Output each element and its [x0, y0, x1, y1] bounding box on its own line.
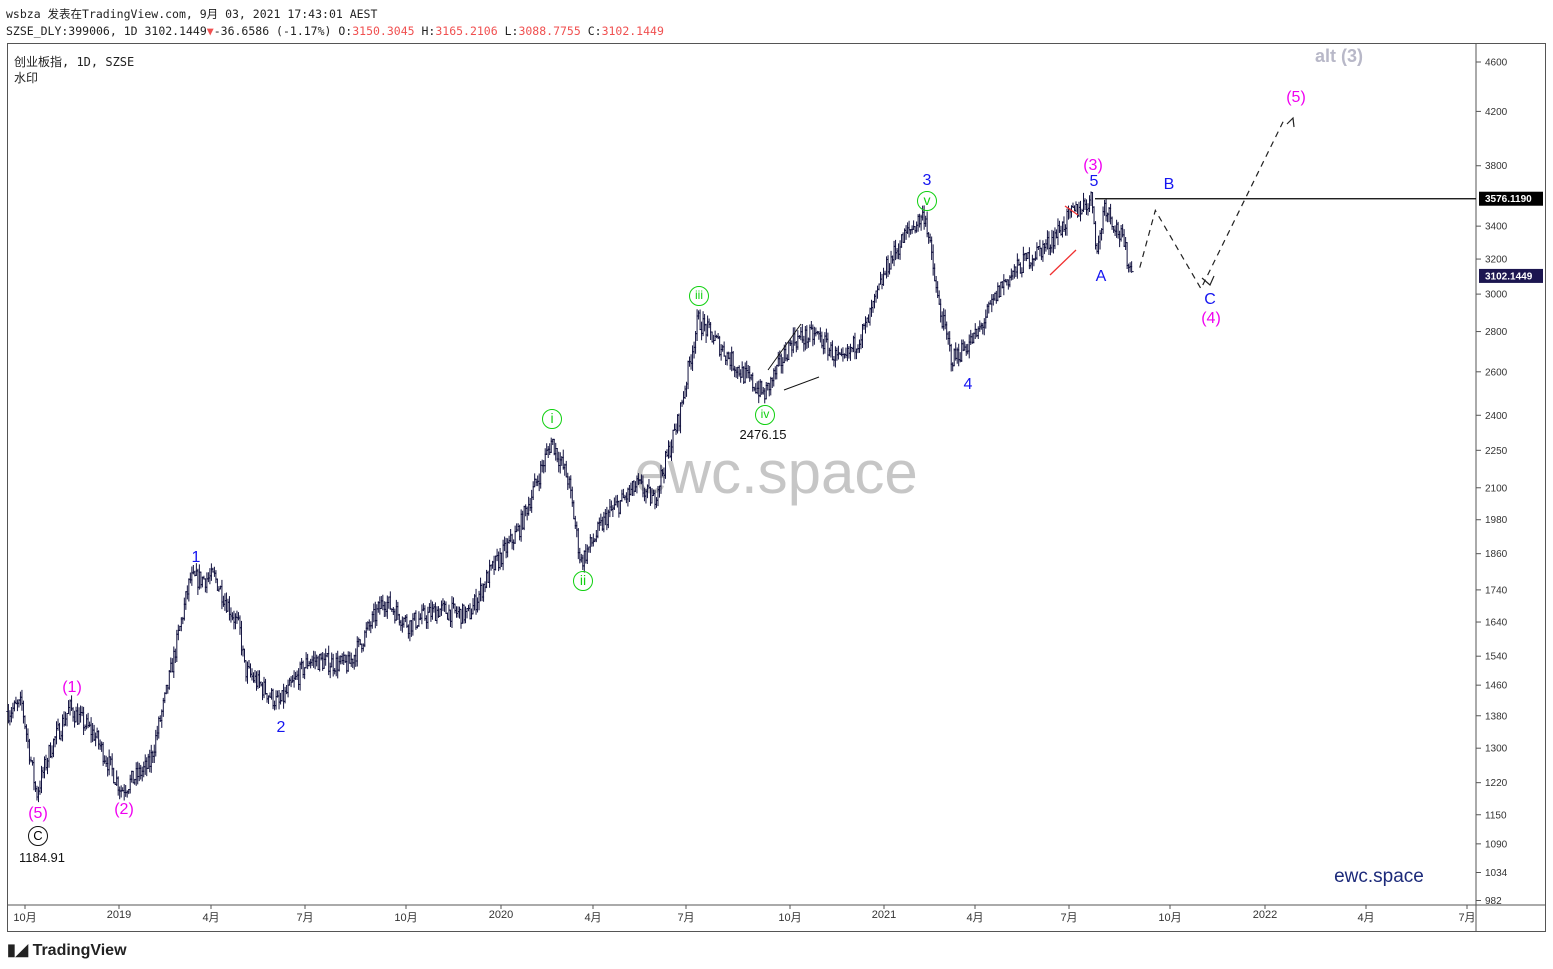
low-value: 3088.7755: [518, 24, 581, 38]
y-tick-label: 1540: [1485, 652, 1508, 663]
x-tick-label: 10月: [1158, 912, 1182, 924]
wave-label-2: 2: [276, 719, 286, 736]
down-arrow-icon: ▼: [206, 24, 214, 38]
x-tick-label: 10月: [394, 912, 418, 924]
ohlc-bar: [1129, 261, 1134, 273]
x-tick-label: 10月: [13, 912, 37, 924]
alt-label: alt (3): [1314, 46, 1364, 66]
wave-label-3: 3: [922, 172, 932, 189]
publish-info: wsbza 发表在TradingView.com, 9月 03, 2021 17…: [6, 7, 378, 21]
y-tick-label: 3800: [1485, 161, 1508, 172]
chart-legend: 创业板指, 1D, SZSE 水印: [14, 54, 134, 86]
red-wedge-lower: [1049, 249, 1077, 276]
y-tick-label: 1640: [1485, 618, 1508, 629]
legend-sub: 水印: [14, 71, 39, 85]
x-tick-label: 10月: [778, 912, 802, 924]
y-tick-label: 1460: [1485, 681, 1508, 692]
y-tick-label: 1150: [1485, 810, 1507, 821]
y-tick-label: 1300: [1485, 744, 1508, 755]
wave-label-v: v: [917, 191, 937, 211]
symbol-info: SZSE_DLY:399006, 1D 3102.1449: [6, 24, 207, 38]
triangle-upper-line: [767, 323, 802, 371]
wave-label-i: i: [542, 409, 562, 429]
x-tick-label: 4月: [1357, 912, 1375, 924]
x-tick-label: 7月: [1458, 912, 1476, 924]
x-tick-label: 2021: [871, 909, 897, 921]
legend-title: 创业板指, 1D, SZSE: [14, 55, 135, 69]
y-tick-label: 3000: [1485, 290, 1508, 301]
last-price-label: 3102.1449: [1485, 271, 1533, 282]
wave-label-a: A: [1095, 268, 1107, 285]
chart-frame[interactable]: [7, 43, 1546, 932]
wave-label-b: B: [1163, 176, 1175, 193]
resistance-price-box: [1479, 191, 1543, 206]
y-tick-label: 1220: [1485, 778, 1508, 789]
x-tick-label: 2022: [1252, 909, 1278, 921]
wave-label-circle-c: C: [28, 826, 48, 846]
wave-label-iv: iv: [755, 405, 775, 425]
wave-label-p4: (4): [1201, 310, 1221, 327]
watermark: ewc.space: [634, 439, 917, 506]
tv-logo-icon: ▮◢: [7, 942, 29, 959]
x-tick-label: 4月: [966, 912, 984, 924]
y-tick-label: 2600: [1485, 367, 1508, 378]
y-tick-label: 4200: [1485, 107, 1508, 118]
low-label: L:: [504, 24, 519, 38]
y-tick-label: 1980: [1485, 515, 1508, 526]
y-tick-label: 1034: [1485, 868, 1508, 879]
y-tick-label: 1090: [1485, 839, 1508, 850]
open-label: O:: [338, 24, 353, 38]
symbol-ohlc: SZSE_DLY:399006, 1D 3102.1449▼-36.6586 (…: [6, 24, 664, 38]
resistance-price-label: 3576.1190: [1485, 194, 1532, 205]
close-value: 3102.1449: [601, 24, 664, 38]
x-tick-label: 7月: [1060, 912, 1078, 924]
wave-label-ii: ii: [573, 571, 593, 591]
wave-label-p5-target: (5): [1286, 89, 1306, 106]
projection-arrowheads: [1201, 116, 1295, 286]
wave-label-1: 1: [191, 549, 201, 566]
y-tick-label: 1380: [1485, 711, 1508, 722]
x-tick-label: 4月: [584, 912, 602, 924]
wave-label-p2: (2): [114, 801, 134, 818]
x-tick-label: 7月: [296, 912, 314, 924]
y-tick-label: 2800: [1485, 327, 1508, 338]
y-tick-label: 2250: [1485, 446, 1508, 457]
y-tick-label: 1860: [1485, 549, 1508, 560]
tradingview-label: TradingView: [32, 942, 127, 959]
wave-label-p5: (5): [28, 805, 48, 822]
y-tick-label: 3400: [1485, 222, 1508, 233]
y-tick-label: 982: [1485, 896, 1502, 907]
tradingview-logo[interactable]: ▮◢ TradingView: [7, 940, 127, 960]
y-tick-label: 2400: [1485, 411, 1508, 422]
y-tick-label: 1740: [1485, 585, 1508, 596]
last-price-box: [1479, 268, 1543, 283]
close-label: C:: [587, 24, 602, 38]
change: -36.6586 (-1.17%): [213, 24, 332, 38]
open-value: 3150.3045: [352, 24, 415, 38]
wave-label-c: C: [1204, 291, 1216, 308]
x-tick-label: 7月: [677, 912, 695, 924]
projection-path: [1139, 117, 1286, 290]
x-tick-label: 2019: [106, 909, 132, 921]
y-tick-label: 4600: [1485, 58, 1508, 69]
wave-label-p3: (3): [1083, 157, 1103, 174]
high-label: H:: [421, 24, 436, 38]
ohlc-bar: [795, 330, 800, 350]
wave-label-iii: iii: [689, 286, 709, 306]
x-tick-label: 2020: [488, 909, 514, 921]
high-value: 3165.2106: [435, 24, 498, 38]
wave-label-p1: (1): [62, 679, 82, 696]
y-tick-label: 3200: [1485, 255, 1508, 266]
y-tick-label: 2100: [1485, 483, 1508, 494]
low-price-label: 1184.91: [18, 850, 66, 865]
wave-label-4: 4: [963, 376, 973, 393]
brand-label: ewc.space: [1334, 866, 1424, 887]
iv-price-label: 2476.15: [739, 427, 787, 442]
x-tick-label: 4月: [202, 912, 220, 924]
triangle-lower-line: [783, 376, 820, 391]
wave-label-5: 5: [1089, 173, 1099, 190]
red-wedge-upper: [1064, 205, 1079, 216]
